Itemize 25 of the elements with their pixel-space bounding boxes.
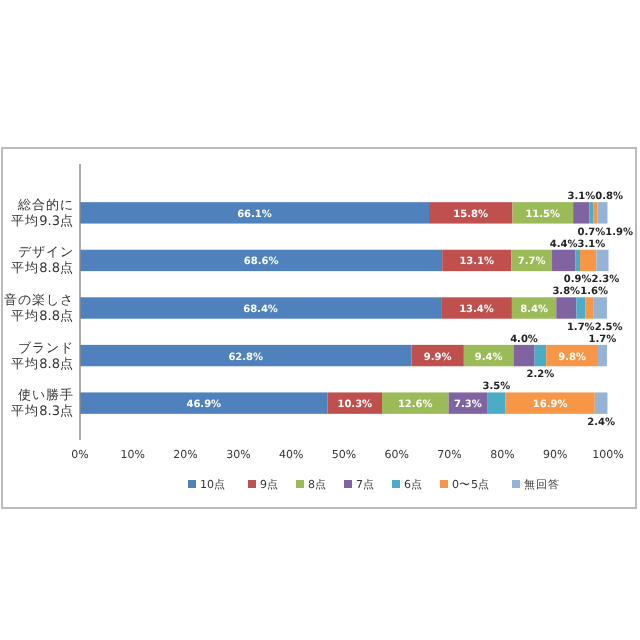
bar	[573, 202, 590, 224]
bar	[80, 249, 443, 272]
bar	[585, 297, 594, 319]
bar	[552, 249, 576, 272]
bar	[505, 392, 595, 414]
bar	[575, 249, 581, 272]
bar	[513, 344, 535, 367]
bar	[487, 392, 506, 414]
bar	[80, 297, 442, 319]
bar	[576, 297, 586, 319]
bar	[80, 344, 412, 367]
bar	[512, 202, 574, 224]
bar	[556, 297, 577, 319]
bar	[429, 202, 513, 224]
bar	[594, 392, 608, 414]
bar	[580, 249, 597, 272]
bar	[596, 249, 609, 272]
bar	[593, 297, 607, 319]
bar	[534, 344, 547, 367]
bar	[597, 202, 608, 224]
bar	[80, 392, 328, 414]
bar	[80, 202, 430, 224]
bar	[441, 297, 512, 319]
bar	[597, 344, 607, 367]
bar	[382, 392, 449, 414]
